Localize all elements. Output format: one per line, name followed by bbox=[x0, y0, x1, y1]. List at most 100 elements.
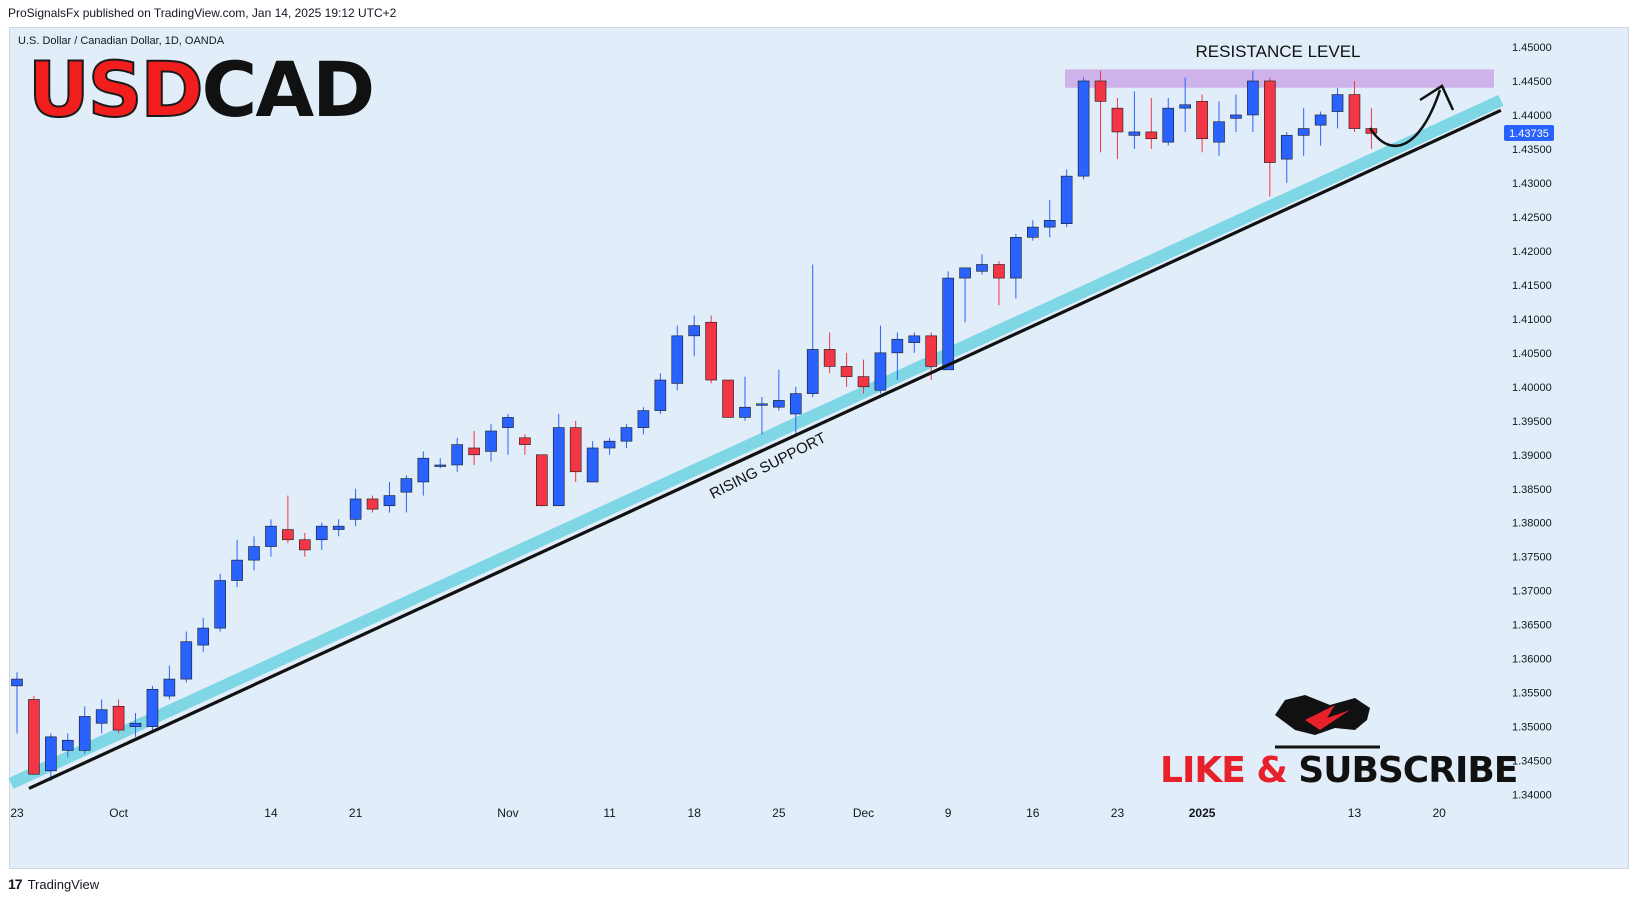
candle-body bbox=[705, 321, 717, 381]
candle-61 bbox=[1043, 199, 1056, 238]
candle-body bbox=[502, 417, 514, 428]
candle-40 bbox=[688, 315, 701, 357]
candle-body bbox=[45, 736, 57, 772]
time-tick-label: 18 bbox=[688, 806, 702, 820]
resistance-zone bbox=[1065, 69, 1494, 88]
candle-body bbox=[95, 709, 108, 724]
tradingview-footer[interactable]: 17 TradingView bbox=[8, 876, 99, 892]
candle-39 bbox=[671, 325, 684, 391]
candle-body bbox=[1230, 114, 1242, 119]
usdcad-logo: USDCAD bbox=[27, 51, 375, 129]
candle-21 bbox=[366, 495, 379, 513]
candle-31 bbox=[536, 454, 548, 507]
candle-body bbox=[823, 349, 836, 367]
price-tick-label: 1.42500 bbox=[1512, 212, 1552, 224]
candle-51 bbox=[874, 325, 887, 394]
candle-body bbox=[468, 447, 480, 456]
candle-69 bbox=[1179, 77, 1191, 132]
candle-9 bbox=[163, 665, 176, 700]
time-tick-label: 25 bbox=[772, 806, 786, 820]
candle-35 bbox=[603, 437, 616, 455]
price-tick-label: 1.39500 bbox=[1512, 416, 1552, 428]
price-tick-label: 1.34000 bbox=[1512, 790, 1552, 802]
candle-body bbox=[688, 325, 701, 337]
candle-23 bbox=[400, 475, 413, 513]
price-tick-label: 1.41500 bbox=[1512, 280, 1552, 292]
candle-body bbox=[315, 525, 328, 541]
candle-2 bbox=[45, 733, 57, 782]
publish-attribution: ProSignalsFx published on TradingView.co… bbox=[8, 6, 397, 20]
tradingview-brand: TradingView bbox=[27, 876, 100, 892]
logo-part-cad: CAD bbox=[201, 45, 376, 134]
candle-body bbox=[332, 525, 345, 530]
candle-15 bbox=[265, 519, 277, 557]
candle-4 bbox=[78, 706, 91, 754]
symbol-description[interactable]: U.S. Dollar / Canadian Dollar, 1D, OANDA bbox=[18, 35, 225, 47]
price-tick-label: 1.44500 bbox=[1512, 76, 1552, 88]
candle-body bbox=[28, 699, 40, 775]
candle-body bbox=[163, 678, 176, 697]
candle-body bbox=[400, 478, 413, 493]
candle-78 bbox=[1331, 87, 1344, 129]
candle-68 bbox=[1162, 97, 1175, 146]
price-tick-label: 1.36000 bbox=[1512, 654, 1552, 666]
candle-body bbox=[1314, 114, 1327, 126]
price-tick-label: 1.40500 bbox=[1512, 348, 1552, 360]
time-tick-label: 2025 bbox=[1189, 806, 1216, 820]
time-tick-label: 16 bbox=[1026, 806, 1040, 820]
candle-41 bbox=[705, 315, 717, 384]
resistance-label: RESISTANCE LEVEL bbox=[1195, 42, 1360, 61]
candle-52 bbox=[891, 332, 904, 381]
support-band bbox=[8, 94, 1504, 789]
candle-46 bbox=[789, 386, 802, 435]
candle-30 bbox=[519, 434, 531, 455]
candle-11 bbox=[197, 617, 210, 652]
price-tick-label: 1.40000 bbox=[1512, 382, 1552, 394]
candle-body bbox=[840, 366, 853, 377]
price-tick-label: 1.35500 bbox=[1512, 688, 1552, 700]
candle-body bbox=[383, 495, 396, 507]
candle-53 bbox=[908, 332, 921, 353]
candle-body bbox=[976, 264, 988, 272]
candle-body bbox=[1077, 80, 1090, 177]
like-subscribe-banner: LIKE & SUBSCRIBE bbox=[1160, 750, 1518, 791]
candle-24 bbox=[417, 451, 430, 496]
candle-body bbox=[11, 678, 23, 687]
candle-60 bbox=[1027, 220, 1039, 241]
candle-29 bbox=[502, 414, 514, 455]
candle-body bbox=[349, 498, 362, 520]
time-tick-label: Oct bbox=[109, 806, 128, 820]
candle-body bbox=[248, 546, 260, 561]
candle-body bbox=[671, 335, 684, 384]
candle-12 bbox=[214, 573, 226, 632]
time-tick-label: 23 bbox=[10, 806, 24, 820]
time-tick-label: Dec bbox=[853, 806, 874, 820]
candle-body bbox=[637, 410, 650, 428]
time-tick-label: 11 bbox=[603, 806, 616, 820]
candle-body bbox=[1162, 107, 1175, 143]
candle-37 bbox=[637, 407, 650, 435]
price-tick-label: 1.37500 bbox=[1512, 552, 1552, 564]
candle-26 bbox=[451, 437, 463, 472]
candle-body bbox=[739, 406, 751, 418]
candle-body bbox=[434, 464, 447, 467]
candle-body bbox=[1247, 80, 1259, 116]
price-tick-label: 1.39000 bbox=[1512, 450, 1552, 462]
candle-body bbox=[1297, 128, 1310, 136]
candle-body bbox=[536, 454, 548, 507]
candle-body bbox=[620, 427, 633, 442]
candle-42 bbox=[722, 379, 734, 418]
candle-45 bbox=[773, 369, 785, 411]
candle-body bbox=[417, 457, 430, 483]
candle-body bbox=[282, 529, 294, 541]
candle-body bbox=[1348, 94, 1361, 129]
support-line bbox=[28, 108, 1502, 790]
candle-body bbox=[654, 379, 667, 411]
time-tick-label: Nov bbox=[497, 806, 518, 820]
candle-5 bbox=[95, 699, 108, 734]
candle-body bbox=[1179, 104, 1191, 109]
candle-50 bbox=[857, 359, 870, 394]
candle-body bbox=[214, 580, 226, 629]
candle-body bbox=[485, 430, 497, 452]
